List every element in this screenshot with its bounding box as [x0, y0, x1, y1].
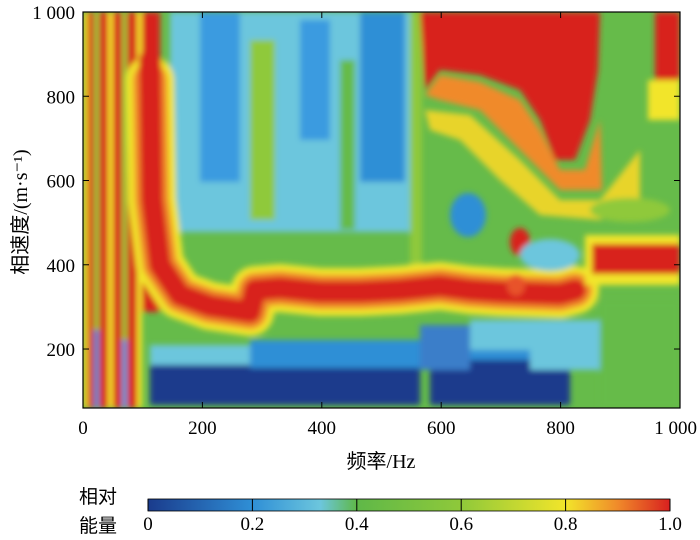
- x-tick-label: 400: [308, 418, 337, 439]
- y-tick-label: 400: [47, 256, 76, 277]
- y-axis: 200 400 600 800 1 000: [32, 3, 680, 361]
- high-freq-yellow-halo: [648, 80, 680, 120]
- colorbar-tick-label: 0: [143, 514, 153, 535]
- x-tick-label: 0: [78, 418, 88, 439]
- cyan-patch: [590, 198, 670, 222]
- second-ridge-core: [592, 244, 680, 274]
- x-tick-label: 600: [427, 418, 456, 439]
- y-axis-title: 相速度/(m·s⁻¹): [9, 149, 32, 274]
- x-axis-title: 频率/Hz: [347, 450, 416, 473]
- low-velocity-band: [420, 325, 470, 370]
- colorbar-tick-label: 0.8: [554, 514, 578, 535]
- high-freq-yellow-halo: [425, 110, 640, 220]
- low-freq-stripe: [94, 12, 99, 408]
- y-tick-label: 1 000: [32, 3, 75, 24]
- colorbar: 相对 能量 0 0.2 0.4 0.6 0.8 1.0: [79, 486, 682, 537]
- low-freq-stripe: [122, 12, 127, 408]
- x-axis: 0 200 400 600 800 1 000: [78, 12, 697, 439]
- cyan-patch: [520, 239, 580, 271]
- x-tick-label: 1 000: [654, 418, 697, 439]
- colorbar-tick-label: 1.0: [658, 514, 682, 535]
- energy-field: [83, 12, 680, 408]
- x-tick-label: 200: [188, 418, 217, 439]
- cyan-patch: [450, 193, 486, 237]
- upper-green-streak: [410, 12, 422, 272]
- upper-green-streak: [250, 40, 275, 220]
- y-tick-label: 600: [47, 172, 76, 193]
- low-freq-stripe: [122, 340, 127, 408]
- low-freq-stripe: [88, 12, 95, 408]
- low-velocity-band: [250, 340, 420, 368]
- low-velocity-core: [150, 365, 420, 405]
- lower-right-green: [600, 300, 680, 408]
- colorbar-tick-label: 0.6: [449, 514, 473, 535]
- red-blob: [507, 274, 525, 296]
- low-freq-stripe: [113, 12, 122, 408]
- upper-green-streak: [340, 60, 355, 230]
- heatmap-plot-area: [83, 12, 680, 408]
- low-freq-stripe: [94, 330, 99, 408]
- colorbar-tick-label: 0.2: [241, 514, 265, 535]
- colorbar-title-line2: 能量: [79, 515, 117, 537]
- colorbar-gradient: [147, 498, 671, 512]
- high-freq-red-zone: [420, 12, 600, 160]
- y-tick-label: 200: [47, 340, 76, 361]
- upper-blue-streak: [360, 12, 405, 182]
- upper-blue-streak: [300, 20, 330, 140]
- high-freq-red-zone: [655, 12, 680, 92]
- x-tick-label: 800: [546, 418, 575, 439]
- colorbar-ticks: 0 0.2 0.4 0.6 0.8 1.0: [143, 499, 682, 535]
- low-freq-stripe: [83, 12, 90, 408]
- colorbar-tick-label: 0.4: [345, 514, 369, 535]
- upper-blue-streak: [200, 12, 240, 182]
- low-freq-stripe: [99, 12, 108, 408]
- low-freq-stripe: [108, 12, 113, 408]
- plot-frame: [82, 11, 681, 409]
- y-tick-label: 800: [47, 87, 76, 108]
- high-freq-orange-halo: [425, 75, 602, 190]
- colorbar-title-line1: 相对: [79, 486, 117, 508]
